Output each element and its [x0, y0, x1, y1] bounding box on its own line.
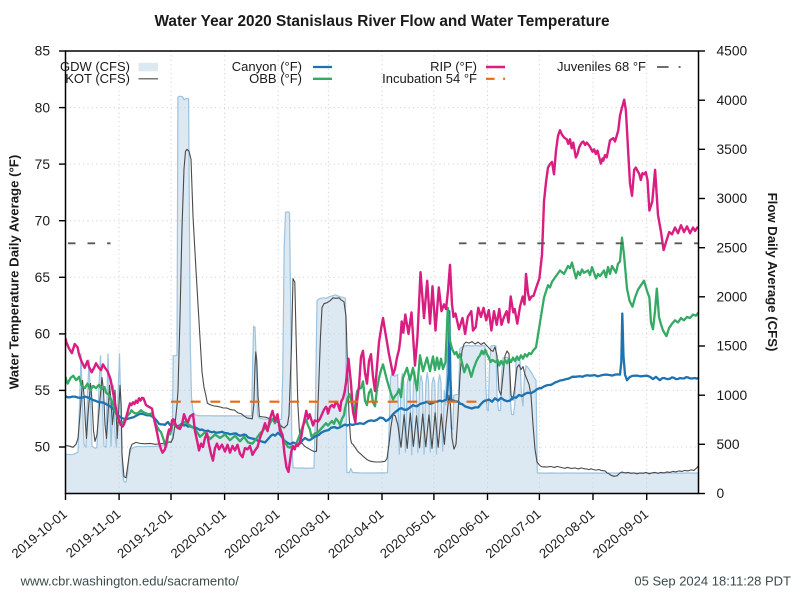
svg-text:www.cbr.washington.edu/sacrame: www.cbr.washington.edu/sacramento/: [20, 574, 240, 589]
svg-text:Water Temperature Daily Averag: Water Temperature Daily Average (°F): [7, 155, 22, 389]
svg-text:70: 70: [35, 213, 51, 228]
svg-text:Incubation 54 °F: Incubation 54 °F: [382, 71, 477, 86]
svg-text:3000: 3000: [717, 191, 748, 206]
svg-text:0: 0: [717, 486, 725, 501]
svg-text:65: 65: [35, 270, 51, 285]
svg-text:1500: 1500: [717, 339, 748, 354]
svg-text:Canyon (°F): Canyon (°F): [232, 59, 302, 74]
svg-text:05 Sep 2024 18:11:28 PDT: 05 Sep 2024 18:11:28 PDT: [634, 574, 791, 589]
svg-text:4500: 4500: [717, 44, 748, 59]
svg-text:RIP (°F): RIP (°F): [430, 59, 477, 74]
svg-text:GDW (CFS): GDW (CFS): [60, 59, 130, 74]
svg-text:2500: 2500: [717, 240, 748, 255]
svg-text:85: 85: [35, 44, 51, 59]
svg-text:Juveniles 68 °F: Juveniles 68 °F: [557, 59, 646, 74]
svg-text:50: 50: [35, 440, 51, 455]
svg-text:2000: 2000: [717, 290, 748, 305]
svg-text:Flow Daily Average (CFS): Flow Daily Average (CFS): [765, 193, 780, 352]
svg-text:OBB (°F): OBB (°F): [249, 71, 302, 86]
svg-text:KOT (CFS): KOT (CFS): [65, 71, 130, 86]
svg-text:3500: 3500: [717, 142, 748, 157]
svg-text:60: 60: [35, 327, 51, 342]
svg-text:Water Year 2020 Stanislaus Riv: Water Year 2020 Stanislaus River Flow an…: [154, 13, 609, 30]
svg-text:500: 500: [717, 437, 740, 452]
svg-text:55: 55: [35, 383, 51, 398]
svg-text:1000: 1000: [717, 388, 748, 403]
svg-text:75: 75: [35, 157, 51, 172]
svg-text:4000: 4000: [717, 93, 748, 108]
svg-text:80: 80: [35, 100, 51, 115]
